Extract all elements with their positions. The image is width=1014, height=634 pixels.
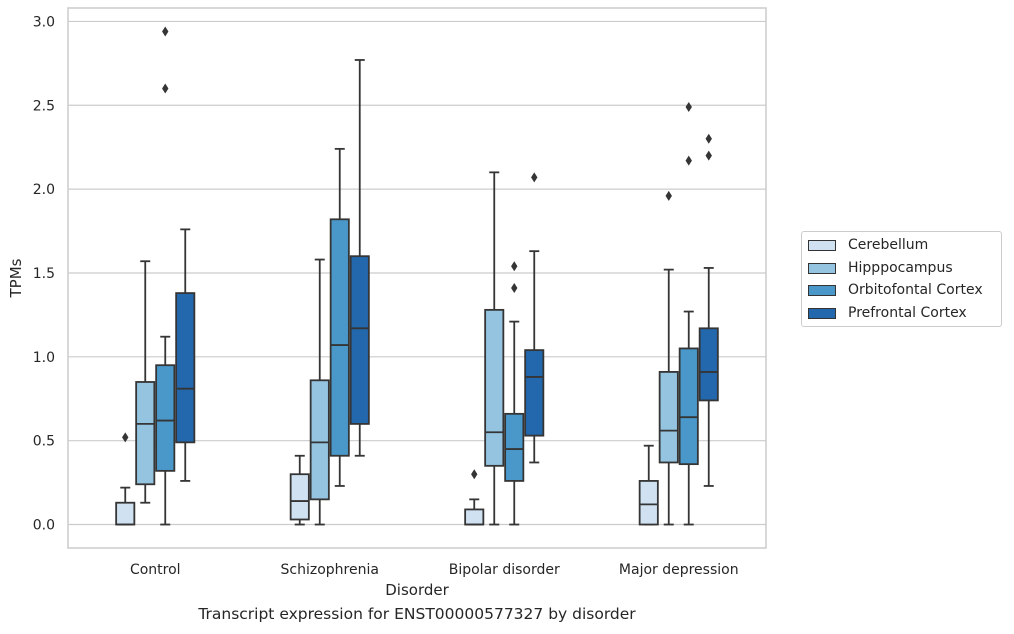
box-orbitofontal-cortex-control	[155, 26, 176, 526]
legend-swatch-prefrontal-cortex	[808, 307, 836, 319]
box-iqr	[349, 255, 370, 425]
outlier-point	[685, 155, 692, 166]
y-axis-label: TPMs	[7, 258, 25, 298]
box-prefrontal-cortex-major-depression	[698, 133, 719, 487]
outlier-point	[471, 469, 478, 480]
box-iqr	[115, 501, 136, 526]
box-iqr	[678, 347, 699, 466]
box-iqr	[155, 364, 176, 472]
outlier-point	[665, 190, 672, 201]
box-iqr	[289, 473, 310, 521]
outlier-point	[511, 283, 518, 294]
legend-swatch-cerebellum	[808, 239, 836, 251]
box-prefrontal-cortex-schizophrenia	[349, 59, 370, 457]
y-tick-label: 3.0	[33, 14, 55, 30]
box-iqr	[504, 412, 525, 482]
box-cerebellum-schizophrenia	[289, 454, 310, 526]
box-cerebellum-control	[115, 432, 136, 526]
box-orbitofontal-cortex-bipolar-disorder	[504, 261, 525, 526]
box-prefrontal-cortex-bipolar-disorder	[524, 172, 545, 464]
x-tick-label-control: Control	[130, 562, 181, 578]
box-plots	[115, 26, 719, 526]
outlier-point	[685, 101, 692, 112]
box-hipppocampus-control	[135, 260, 156, 504]
outlier-point	[162, 26, 169, 37]
box-hipppocampus-bipolar-disorder	[484, 171, 505, 526]
x-tick-label-schizophrenia: Schizophrenia	[281, 562, 379, 578]
legend-item-orbitofrontal-cortex: Orbitofontal Cortex	[808, 279, 983, 301]
y-tick-label: 1.0	[33, 350, 55, 366]
outlier-point	[122, 432, 129, 443]
x-tick-label-major-depression: Major depression	[619, 562, 739, 578]
legend-swatch-orbitofrontal-cortex	[808, 284, 836, 296]
outlier-point	[705, 150, 712, 161]
box-iqr	[658, 371, 679, 464]
box-cerebellum-major-depression	[638, 444, 659, 526]
box-iqr	[175, 292, 196, 444]
chart-caption: Transcript expression for ENST0000057732…	[198, 605, 636, 623]
box-hipppocampus-major-depression	[658, 190, 679, 526]
box-orbitofontal-cortex-major-depression	[678, 101, 699, 526]
outlier-point	[531, 172, 538, 183]
y-tick-label: 2.0	[33, 182, 55, 198]
y-tick-label: 1.5	[33, 266, 55, 282]
x-axis-label: Disorder	[385, 581, 449, 599]
box-iqr	[698, 327, 719, 402]
box-iqr	[329, 218, 350, 457]
box-prefrontal-cortex-control	[175, 228, 196, 482]
y-tick-labels: 0.0 0.5 1.0 1.5 2.0 2.5 3.0	[33, 14, 55, 533]
y-tick-label: 2.5	[33, 98, 55, 114]
legend-label-cerebellum: Cerebellum	[848, 237, 929, 253]
plot-frame	[67, 7, 767, 549]
box-iqr	[464, 508, 485, 526]
legend-swatch-hippocampus	[808, 262, 836, 274]
legend: Cerebellum Hipppocampus Orbitofontal Cor…	[801, 231, 1002, 327]
y-tick-label: 0.5	[33, 434, 55, 450]
legend-label-orbitofrontal-cortex: Orbitofontal Cortex	[848, 282, 983, 298]
box-iqr	[638, 480, 659, 526]
outlier-point	[705, 133, 712, 144]
x-tick-labels: Control Schizophrenia Bipolar disorder Majo…	[130, 562, 739, 578]
outlier-point	[162, 83, 169, 94]
legend-item-cerebellum: Cerebellum	[808, 234, 928, 256]
box-cerebellum-bipolar-disorder	[464, 469, 485, 526]
box-orbitofontal-cortex-schizophrenia	[329, 147, 350, 487]
outlier-point	[511, 261, 518, 272]
legend-label-hippocampus: Hipppocampus	[848, 260, 953, 276]
legend-label-prefrontal-cortex: Prefrontal Cortex	[848, 305, 967, 321]
legend-item-hippocampus: Hipppocampus	[808, 257, 953, 279]
x-tick-label-bipolar-disorder: Bipolar disorder	[449, 562, 560, 578]
box-iqr	[135, 381, 156, 486]
legend-item-prefrontal-cortex: Prefrontal Cortex	[808, 302, 967, 324]
box-iqr	[484, 308, 505, 467]
box-iqr	[524, 349, 545, 437]
box-hipppocampus-schizophrenia	[309, 258, 330, 526]
y-tick-label: 0.0	[33, 518, 55, 534]
box-iqr	[309, 379, 330, 501]
